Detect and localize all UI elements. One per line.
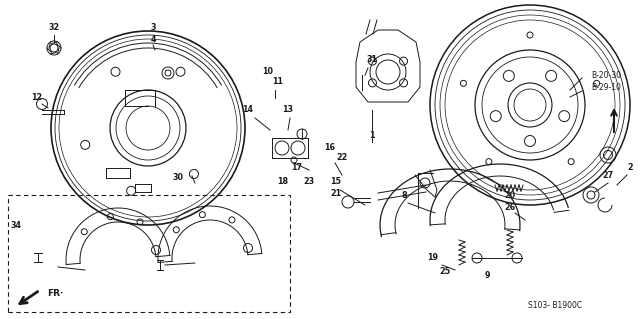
Text: 23: 23 bbox=[303, 176, 315, 186]
Text: FR·: FR· bbox=[47, 288, 63, 298]
Text: 9: 9 bbox=[484, 271, 490, 279]
Text: 8: 8 bbox=[401, 190, 407, 199]
Text: 16: 16 bbox=[324, 144, 335, 152]
Text: B-20-30: B-20-30 bbox=[591, 70, 621, 79]
Text: 32: 32 bbox=[49, 24, 60, 33]
Text: 19: 19 bbox=[428, 254, 438, 263]
Text: 21: 21 bbox=[330, 189, 342, 197]
Text: 1: 1 bbox=[369, 130, 375, 139]
Text: S103- B1900C: S103- B1900C bbox=[528, 300, 582, 309]
Text: 3: 3 bbox=[150, 24, 156, 33]
Text: 27: 27 bbox=[602, 170, 614, 180]
Text: 34: 34 bbox=[10, 221, 22, 231]
Text: 14: 14 bbox=[243, 106, 253, 115]
Text: 30: 30 bbox=[173, 174, 184, 182]
Text: 13: 13 bbox=[282, 106, 294, 115]
Text: 26: 26 bbox=[504, 204, 516, 212]
Text: 22: 22 bbox=[337, 153, 348, 162]
Text: 11: 11 bbox=[273, 78, 284, 86]
Text: 25: 25 bbox=[440, 266, 451, 276]
Text: B-29-10: B-29-10 bbox=[591, 84, 621, 93]
Text: 2: 2 bbox=[627, 164, 633, 173]
Text: 31: 31 bbox=[367, 56, 378, 64]
Text: 20: 20 bbox=[504, 190, 516, 199]
Text: 12: 12 bbox=[31, 93, 43, 101]
Text: 15: 15 bbox=[330, 177, 342, 187]
Text: 10: 10 bbox=[262, 68, 273, 77]
Text: 17: 17 bbox=[291, 164, 303, 173]
Text: 18: 18 bbox=[277, 176, 289, 186]
Text: 4: 4 bbox=[150, 35, 156, 44]
